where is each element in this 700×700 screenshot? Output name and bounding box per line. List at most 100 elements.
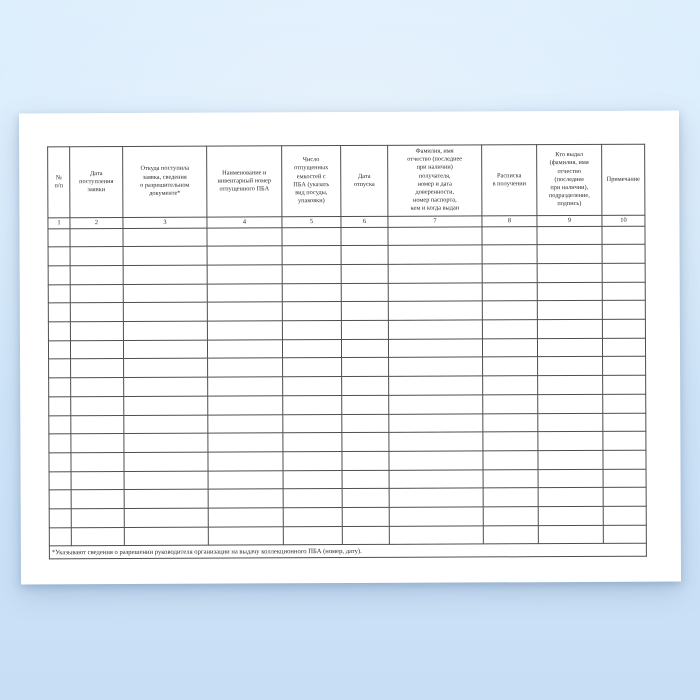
empty-cell — [70, 452, 125, 472]
empty-cell — [482, 319, 538, 339]
column-header-receipt-signature: Расписка в получении — [481, 144, 537, 216]
empty-cell — [48, 452, 72, 472]
empty-cell — [282, 357, 342, 377]
empty-cell — [389, 525, 484, 545]
empty-cell — [341, 339, 389, 358]
empty-cell — [48, 359, 71, 378]
empty-cell — [341, 264, 389, 284]
empty-cell — [282, 245, 342, 265]
empty-cell — [388, 394, 483, 414]
empty-cell — [70, 284, 124, 304]
empty-cell — [388, 282, 483, 302]
empty-cell — [71, 527, 125, 547]
empty-cell — [207, 302, 283, 322]
empty-cell — [602, 394, 646, 413]
empty-cell — [483, 469, 539, 489]
empty-cell — [603, 487, 647, 507]
empty-cell — [341, 320, 389, 340]
empty-cell — [207, 320, 283, 340]
empty-cell — [124, 470, 209, 490]
empty-cell — [602, 300, 646, 320]
empty-cell — [48, 284, 71, 304]
column-header-note: Примечание — [601, 144, 645, 216]
empty-cell — [208, 507, 284, 527]
column-header-num: № п/п — [47, 146, 70, 218]
empty-cell — [482, 450, 539, 470]
footnote-row: *Указывают сведения о разрешении руковод… — [49, 543, 647, 560]
empty-cell — [48, 247, 71, 266]
empty-cell — [342, 507, 390, 527]
column-header-request-source: Откуда поступила заявка, сведения о разр… — [122, 146, 207, 218]
empty-cell — [482, 301, 538, 320]
column-number: 9 — [536, 215, 602, 227]
empty-cell — [49, 489, 72, 509]
empty-cell — [48, 265, 71, 285]
empty-cell — [123, 265, 208, 285]
empty-cell — [537, 412, 603, 432]
empty-cell — [341, 245, 389, 265]
empty-cell — [388, 357, 483, 377]
empty-cell — [207, 432, 283, 452]
empty-cell — [601, 225, 646, 245]
empty-cell — [207, 264, 283, 284]
empty-cell — [282, 339, 342, 359]
empty-cell — [70, 340, 124, 360]
column-number: 3 — [122, 216, 207, 229]
empty-cell — [602, 263, 646, 283]
empty-cell — [537, 450, 604, 470]
empty-cell — [206, 227, 283, 247]
empty-cell — [341, 283, 389, 302]
empty-cell — [341, 432, 389, 452]
empty-cell — [483, 487, 539, 507]
empty-cell — [282, 283, 342, 303]
column-number: 7 — [387, 215, 482, 227]
empty-cell — [387, 226, 483, 246]
empty-cell — [207, 414, 283, 434]
empty-cell — [282, 376, 342, 396]
empty-cell — [388, 413, 483, 433]
empty-cell — [69, 228, 124, 248]
empty-cell — [124, 508, 209, 528]
empty-cell — [207, 246, 283, 266]
empty-cell — [388, 263, 483, 284]
empty-cell — [70, 246, 124, 266]
empty-cell — [602, 450, 647, 469]
empty-cell — [208, 489, 284, 509]
empty-cell — [603, 506, 647, 526]
empty-cell — [537, 356, 603, 376]
empty-cell — [208, 470, 284, 490]
column-number: 6 — [340, 215, 388, 228]
empty-cell — [71, 489, 125, 509]
empty-cell — [48, 433, 71, 453]
empty-cell — [342, 469, 390, 489]
empty-cell — [282, 320, 342, 340]
empty-cell — [208, 526, 284, 546]
empty-cell — [341, 413, 389, 433]
empty-cell — [283, 507, 343, 527]
empty-cell — [481, 226, 538, 246]
empty-cell — [538, 506, 604, 526]
empty-cell — [123, 321, 208, 341]
column-number: 4 — [206, 216, 282, 228]
empty-rows — [47, 225, 647, 547]
empty-cell — [603, 524, 647, 544]
empty-cell — [207, 376, 283, 396]
empty-cell — [341, 451, 390, 471]
empty-cell — [482, 338, 538, 358]
empty-cell — [123, 414, 208, 434]
empty-cell — [602, 337, 646, 357]
empty-cell — [536, 226, 603, 245]
empty-cell — [123, 451, 209, 472]
empty-cell — [537, 338, 603, 358]
empty-cell — [123, 339, 208, 359]
empty-cell — [341, 301, 389, 321]
empty-cell — [49, 527, 72, 547]
empty-cell — [389, 506, 484, 526]
column-header-container-count: Число отпущенных емкостей с ПБА (указать… — [281, 145, 341, 217]
empty-cell — [283, 470, 343, 490]
empty-cell — [282, 264, 342, 284]
empty-cell — [341, 395, 389, 415]
empty-cell — [70, 414, 124, 434]
empty-cell — [282, 432, 342, 452]
empty-cell — [537, 431, 603, 451]
